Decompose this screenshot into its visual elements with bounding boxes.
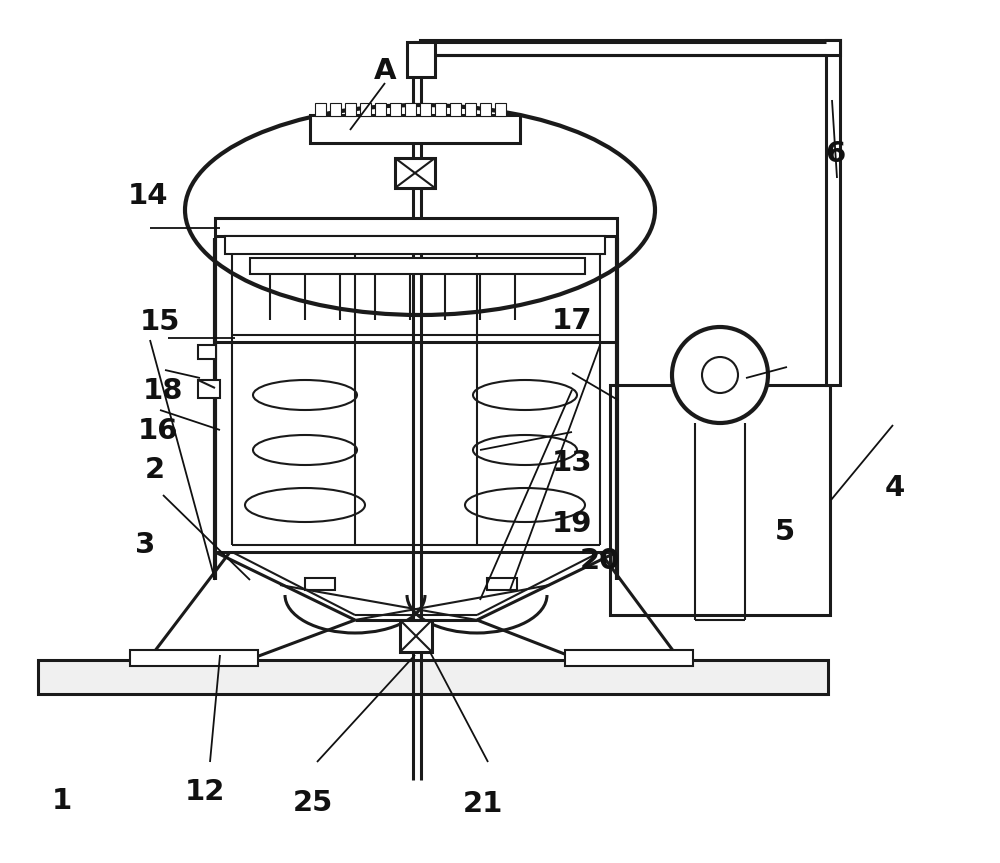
Text: 25: 25	[293, 789, 333, 816]
Text: 21: 21	[463, 791, 503, 818]
Bar	[345, 103, 356, 116]
Bar	[495, 103, 506, 116]
Bar	[225, 236, 605, 254]
Text: 17: 17	[552, 307, 592, 335]
Text: 4: 4	[885, 474, 905, 501]
Bar	[315, 103, 326, 116]
Text: 16: 16	[138, 418, 178, 445]
Text: 20: 20	[580, 547, 620, 575]
Ellipse shape	[672, 327, 768, 423]
Text: 12: 12	[185, 778, 225, 806]
Bar	[390, 103, 401, 116]
Bar	[250, 258, 585, 274]
Text: 13: 13	[552, 450, 592, 477]
Bar	[360, 103, 371, 116]
Bar	[420, 40, 840, 55]
Bar	[130, 650, 258, 666]
Bar	[400, 620, 432, 652]
Bar	[405, 103, 416, 116]
Bar	[826, 40, 840, 385]
Bar	[198, 345, 216, 359]
Text: 1: 1	[52, 787, 72, 815]
Bar	[310, 115, 520, 143]
Text: 18: 18	[143, 377, 183, 405]
Bar	[38, 660, 828, 694]
Text: 15: 15	[140, 308, 180, 336]
Bar	[215, 218, 617, 236]
Text: 6: 6	[825, 140, 845, 167]
Bar	[487, 578, 517, 590]
Bar	[435, 103, 446, 116]
Bar	[480, 103, 491, 116]
Text: 14: 14	[128, 182, 168, 210]
Bar	[305, 578, 335, 590]
Bar	[420, 103, 431, 116]
Bar	[465, 103, 476, 116]
Bar	[565, 650, 693, 666]
Text: 2: 2	[145, 457, 165, 484]
Text: 19: 19	[552, 510, 592, 538]
Text: A: A	[374, 57, 396, 85]
Bar	[330, 103, 341, 116]
Text: 5: 5	[775, 519, 795, 546]
Bar	[610, 385, 830, 615]
Bar	[198, 380, 220, 398]
Ellipse shape	[702, 357, 738, 393]
Bar	[450, 103, 461, 116]
Text: 3: 3	[135, 532, 155, 559]
Bar	[407, 42, 435, 77]
Bar	[375, 103, 386, 116]
Bar	[395, 158, 435, 188]
